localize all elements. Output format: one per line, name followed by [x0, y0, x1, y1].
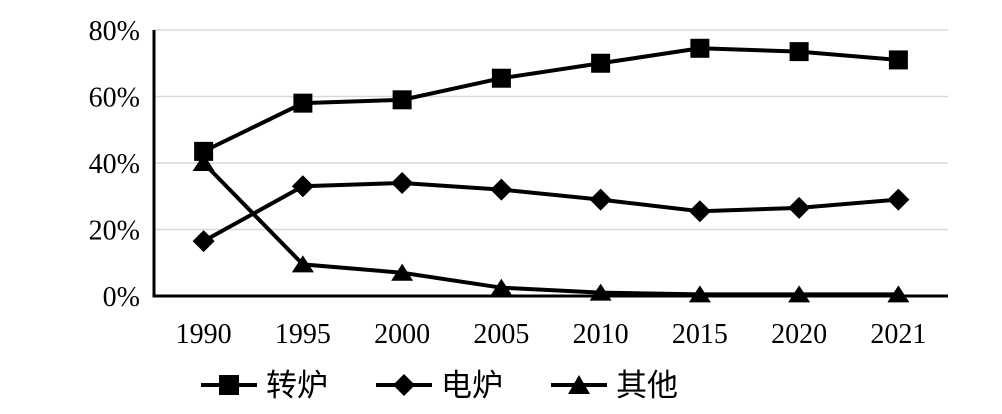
square-data-marker — [392, 90, 412, 110]
x-tick-label: 2005 — [473, 319, 529, 350]
y-tick-label: 60% — [89, 83, 140, 114]
square-data-marker — [194, 141, 214, 161]
triangle-data-marker — [192, 154, 215, 171]
diamond-data-marker — [589, 188, 612, 211]
y-tick-label: 40% — [89, 149, 140, 180]
y-tick-label: 80% — [89, 16, 140, 47]
x-tick-label: 2010 — [573, 319, 629, 350]
triangle-data-marker — [688, 285, 711, 303]
square-data-marker — [491, 68, 511, 88]
triangle-marker-icon — [551, 375, 607, 394]
triangle-data-marker — [291, 255, 314, 273]
legend-label-other: 其他 — [616, 367, 678, 403]
y-tick-label: 0% — [103, 282, 140, 313]
diamond-marker-icon — [376, 374, 432, 396]
diamond-data-marker — [688, 200, 711, 223]
series-line-diamond — [202, 180, 899, 243]
x-tick-label: 2020 — [771, 319, 827, 350]
legend: 转炉 电炉 其他 — [0, 356, 1002, 414]
x-tick-label: 1990 — [176, 319, 232, 350]
y-tick-label: 20% — [89, 216, 140, 247]
x-tick-label: 2021 — [870, 319, 926, 350]
x-tick-label: 2000 — [374, 319, 430, 350]
triangle-data-marker — [490, 278, 513, 296]
square-data-marker — [888, 50, 908, 70]
square-data-marker — [591, 53, 611, 73]
legend-label-electric-furnace: 电炉 — [441, 367, 503, 403]
diamond-data-marker — [887, 188, 910, 211]
diamond-data-marker — [490, 178, 513, 201]
triangle-data-marker — [589, 283, 612, 301]
x-tick-label: 1995 — [275, 319, 331, 350]
triangle-data-marker — [887, 285, 910, 303]
triangle-data-marker — [391, 263, 414, 281]
series-line-square — [202, 46, 899, 154]
diamond-data-marker — [192, 230, 215, 253]
series-line-triangle — [202, 161, 899, 297]
legend-label-converter: 转炉 — [266, 367, 328, 403]
x-tick-label: 2015 — [672, 319, 728, 350]
legend-item-other: 其他 — [551, 370, 678, 401]
diamond-data-marker — [291, 175, 314, 198]
diamond-data-marker — [391, 171, 414, 194]
legend-item-converter: 转炉 — [201, 370, 328, 401]
square-marker-icon — [201, 375, 257, 395]
square-data-marker — [690, 38, 710, 58]
diamond-data-marker — [788, 196, 811, 219]
square-data-marker — [789, 42, 809, 62]
triangle-data-marker — [788, 285, 811, 303]
legend-item-electric-furnace: 电炉 — [376, 370, 503, 401]
plot-area: 0% 20% 40% 60% 80% 1990 1995 2000 2005 2010 2015 20… — [89, 16, 948, 350]
square-data-marker — [293, 93, 313, 113]
